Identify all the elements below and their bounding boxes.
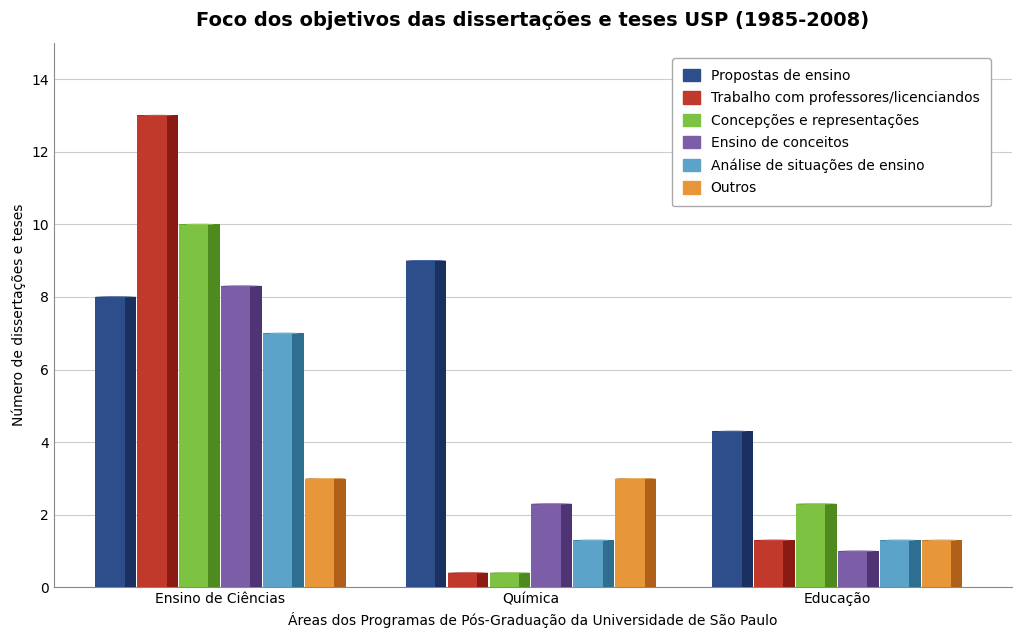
Ellipse shape	[263, 587, 304, 588]
Ellipse shape	[221, 587, 262, 588]
Bar	[519, 573, 530, 587]
Bar	[477, 573, 488, 587]
Ellipse shape	[712, 587, 753, 588]
Ellipse shape	[928, 540, 957, 541]
Bar	[951, 540, 963, 587]
Bar	[179, 224, 209, 587]
Bar	[448, 573, 477, 587]
Ellipse shape	[305, 478, 346, 479]
Ellipse shape	[185, 224, 214, 225]
Ellipse shape	[137, 115, 178, 116]
Bar	[209, 224, 220, 587]
Ellipse shape	[621, 478, 651, 479]
Bar	[573, 540, 603, 587]
Bar	[838, 551, 868, 587]
Bar	[796, 504, 826, 587]
Bar	[406, 261, 435, 587]
Ellipse shape	[448, 587, 488, 588]
Ellipse shape	[760, 540, 789, 541]
Ellipse shape	[263, 333, 304, 334]
Ellipse shape	[573, 540, 614, 541]
Ellipse shape	[922, 587, 963, 588]
Bar	[784, 540, 795, 587]
Ellipse shape	[179, 224, 220, 225]
Ellipse shape	[615, 478, 656, 479]
Ellipse shape	[754, 540, 795, 541]
Bar	[754, 540, 784, 587]
Ellipse shape	[406, 260, 446, 261]
Bar	[167, 116, 178, 587]
Ellipse shape	[922, 540, 963, 541]
Ellipse shape	[579, 540, 609, 541]
Bar	[615, 479, 644, 587]
X-axis label: Áreas dos Programas de Pós-Graduação da Universidade de São Paulo: Áreas dos Programas de Pós-Graduação da …	[288, 612, 777, 628]
Bar	[603, 540, 614, 587]
Ellipse shape	[95, 296, 136, 298]
Ellipse shape	[886, 540, 915, 541]
Ellipse shape	[179, 587, 220, 588]
Ellipse shape	[712, 431, 753, 432]
Bar	[880, 540, 909, 587]
Bar	[531, 504, 561, 587]
Ellipse shape	[615, 587, 656, 588]
Ellipse shape	[269, 333, 298, 334]
Ellipse shape	[796, 587, 837, 588]
Ellipse shape	[880, 587, 921, 588]
Ellipse shape	[95, 587, 136, 588]
Bar	[826, 504, 837, 587]
Bar	[251, 286, 262, 587]
Bar	[644, 479, 656, 587]
Bar	[305, 479, 335, 587]
Bar	[125, 297, 136, 587]
Title: Foco dos objetivos das dissertações e teses USP (1985-2008): Foco dos objetivos das dissertações e te…	[196, 11, 870, 30]
Ellipse shape	[101, 296, 130, 298]
Bar	[221, 286, 251, 587]
Y-axis label: Número de dissertações e teses: Número de dissertações e teses	[11, 204, 26, 426]
Bar	[868, 551, 879, 587]
Ellipse shape	[311, 478, 340, 479]
Ellipse shape	[406, 587, 446, 588]
Bar	[490, 573, 519, 587]
Bar	[712, 431, 742, 587]
Ellipse shape	[305, 587, 346, 588]
Bar	[561, 504, 572, 587]
Ellipse shape	[718, 431, 747, 432]
Bar	[909, 540, 921, 587]
Bar	[263, 334, 293, 587]
Bar	[922, 540, 951, 587]
Legend: Propostas de ensino, Trabalho com professores/licenciandos, Concepções e represe: Propostas de ensino, Trabalho com profes…	[672, 58, 990, 206]
Bar	[742, 431, 753, 587]
Ellipse shape	[531, 587, 572, 588]
Ellipse shape	[411, 260, 441, 261]
Ellipse shape	[838, 587, 879, 588]
Bar	[335, 479, 346, 587]
Ellipse shape	[754, 587, 795, 588]
Ellipse shape	[143, 115, 172, 116]
Bar	[95, 297, 125, 587]
Ellipse shape	[490, 587, 530, 588]
Ellipse shape	[573, 587, 614, 588]
Bar	[137, 116, 167, 587]
Bar	[293, 334, 304, 587]
Ellipse shape	[137, 587, 178, 588]
Bar	[435, 261, 446, 587]
Ellipse shape	[880, 540, 921, 541]
